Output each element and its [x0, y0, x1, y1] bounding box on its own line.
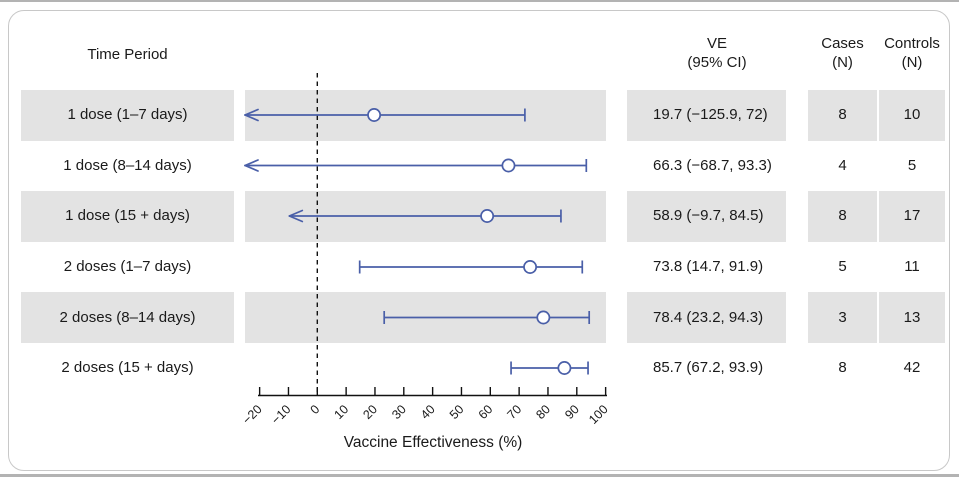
ve-header-line2: (95% CI)	[687, 53, 747, 71]
ci-lower-arrow-icon	[244, 108, 259, 116]
cases-value: 4	[838, 156, 847, 174]
controls-value: 11	[904, 258, 920, 275]
ve-value: 73.8 (14.7, 91.9)	[653, 258, 764, 275]
ci-lower-arrow-icon	[288, 215, 304, 223]
ci-lower-arrow-icon	[288, 209, 304, 217]
row-band-cases	[808, 190, 877, 242]
point-estimate	[557, 361, 572, 375]
bottom-edge-line	[0, 474, 959, 477]
row-band-ve	[627, 292, 786, 343]
ve-value: 85.7 (67.2, 93.9)	[653, 359, 764, 376]
ve-header-line1: VE	[706, 35, 727, 52]
ve-value: 19.7 (−125.9, 72)	[653, 106, 768, 123]
top-edge-line	[0, 0, 959, 2]
ci-lower-arrow-icon	[244, 159, 259, 167]
cases-value: 3	[838, 308, 847, 326]
cases-header-line2: (N)	[832, 53, 853, 71]
x-axis-title: Vaccine Effectiveness (%)	[344, 434, 523, 451]
point-estimate	[480, 209, 495, 223]
cases-header-line1: Cases	[821, 35, 864, 52]
row-label: 1 dose (8–14 days)	[63, 156, 192, 174]
column-header-controls: Controls (N)	[869, 35, 955, 72]
row-band-cases	[808, 89, 877, 141]
point-estimate	[536, 310, 551, 325]
cases-value: 8	[838, 207, 847, 224]
row-band-label	[21, 190, 234, 242]
row-label: 2 doses (8–14 days)	[59, 308, 196, 326]
cases-value: 8	[838, 106, 847, 123]
ve-value: 58.9 (−9.7, 84.5)	[653, 207, 764, 224]
ve-value: 78.4 (23.2, 94.3)	[653, 308, 764, 326]
row-label: 2 doses (1–7 days)	[63, 258, 192, 275]
controls-header-line2: (N)	[901, 53, 923, 71]
row-label: 1 dose (1–7 days)	[67, 106, 188, 123]
ci-lower-arrow-icon	[244, 114, 259, 122]
point-estimate	[501, 158, 516, 173]
ve-value: 66.3 (−68.7, 93.3)	[653, 156, 772, 174]
controls-value: 42	[903, 359, 921, 376]
row-band-controls	[879, 190, 945, 242]
ci-lower-arrow-icon	[244, 164, 259, 172]
column-header-cases: Cases (N)	[800, 35, 885, 72]
row-band-controls	[879, 89, 945, 141]
column-header-time-period: Time Period	[87, 46, 168, 63]
column-header-ve: VE (95% CI)	[637, 35, 797, 72]
row-band-label	[21, 292, 234, 343]
cases-value: 8	[838, 359, 847, 376]
row-label: 1 dose (15 + days)	[65, 207, 190, 224]
controls-value: 10	[903, 106, 921, 123]
point-estimate	[523, 260, 538, 274]
row-band-label	[21, 89, 234, 141]
controls-value: 5	[907, 156, 917, 174]
row-band-cases	[808, 292, 877, 343]
row-band-ve	[627, 190, 786, 242]
controls-value: 17	[903, 207, 921, 224]
cases-value: 5	[838, 258, 847, 275]
row-label: 2 doses (15 + days)	[61, 359, 194, 376]
controls-value: 13	[903, 308, 921, 326]
row-band-controls	[879, 292, 945, 343]
point-estimate	[367, 108, 382, 122]
row-band-ve	[627, 89, 786, 141]
controls-header-line1: Controls	[884, 35, 940, 52]
